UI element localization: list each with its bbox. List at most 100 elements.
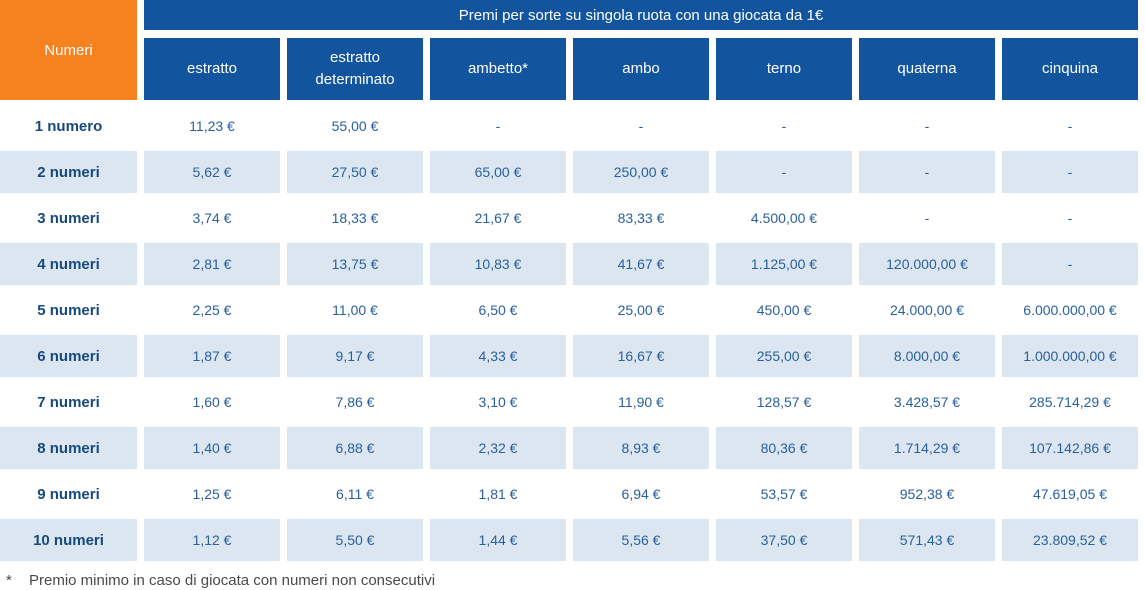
value-cell: -: [1067, 210, 1073, 226]
table-row: 8 numeri 1,40 €6,88 €2,32 €8,93 €80,36 €1…: [0, 425, 1145, 471]
table-title-banner: Premi per sorte su singola ruota con una…: [144, 0, 1138, 30]
value-cell: 6,50 €: [478, 302, 518, 318]
row-label: 9 numeri: [37, 485, 100, 503]
value-cell: 83,33 €: [617, 210, 665, 226]
value-cell: -: [1002, 151, 1138, 193]
value-cell: -: [924, 118, 930, 134]
value-cell: 2,25 €: [192, 302, 232, 318]
value-cell: 6.000.000,00 €: [1023, 302, 1117, 318]
value-cell: 21,67 €: [474, 210, 522, 226]
footnote: * Premio minimo in caso di giocata con n…: [0, 563, 1145, 589]
column-header: ambo: [573, 38, 709, 100]
value-cell: 1,81 €: [478, 486, 518, 502]
value-cell: 571,43 €: [859, 519, 995, 561]
row-label: 5 numeri: [37, 301, 100, 319]
row-label: 3 numeri: [37, 209, 100, 227]
value-cell: 53,57 €: [760, 486, 808, 502]
value-cell: 65,00 €: [430, 151, 566, 193]
table-header: Numeri Premi per sorte su singola ruota …: [0, 0, 1145, 100]
value-cell: 8,93 €: [573, 427, 709, 469]
value-cell: 450,00 €: [756, 302, 812, 318]
value-cell: 6,94 €: [621, 486, 661, 502]
column-header: quaterna: [859, 38, 995, 100]
value-cell: 55,00 €: [331, 118, 379, 134]
value-cell: 27,50 €: [287, 151, 423, 193]
footnote-marker: *: [6, 572, 12, 589]
table-row: 4 numeri 2,81 €13,75 €10,83 €41,67 €1.125…: [0, 241, 1145, 287]
value-cell: 3,74 €: [192, 210, 232, 226]
table-row: 6 numeri 1,87 €9,17 €4,33 €16,67 €255,00 …: [0, 333, 1145, 379]
table-row: 9 numeri 1,25 € 6,11 € 1,81 € 6,94 € 53,57 € 9…: [0, 471, 1145, 517]
table-row: 1 numero 11,23 € 55,00 € - - - - -: [0, 103, 1145, 149]
value-cell: 1,40 €: [144, 427, 280, 469]
value-cell: 250,00 €: [573, 151, 709, 193]
value-cell: -: [924, 210, 930, 226]
row-label: 6 numeri: [0, 335, 137, 377]
value-cell: 285.714,29 €: [1029, 394, 1111, 410]
value-cell: 10,83 €: [430, 243, 566, 285]
value-cell: 4.500,00 €: [750, 210, 818, 226]
value-cell: 120.000,00 €: [859, 243, 995, 285]
table-row: 7 numeri 1,60 € 7,86 € 3,10 € 11,90 € 128,57 …: [0, 379, 1145, 425]
row-label: 4 numeri: [0, 243, 137, 285]
value-cell: 255,00 €: [716, 335, 852, 377]
value-cell: 6,11 €: [336, 486, 374, 502]
value-cell: 1.000.000,00 €: [1002, 335, 1138, 377]
value-cell: 23.809,52 €: [1002, 519, 1138, 561]
value-cell: 11,90 €: [618, 394, 664, 410]
value-cell: -: [1067, 118, 1073, 134]
value-cell: 25,00 €: [617, 302, 665, 318]
value-cell: 80,36 €: [716, 427, 852, 469]
value-cell: 1,12 €: [144, 519, 280, 561]
value-cell: 107.142,86 €: [1002, 427, 1138, 469]
column-header: terno: [716, 38, 852, 100]
value-cell: 18,33 €: [331, 210, 379, 226]
value-cell: -: [495, 118, 501, 134]
row-label: 2 numeri: [0, 151, 137, 193]
value-cell: 13,75 €: [287, 243, 423, 285]
value-cell: -: [716, 151, 852, 193]
row-label: 8 numeri: [0, 427, 137, 469]
value-cell: -: [859, 151, 995, 193]
value-cell: -: [781, 118, 787, 134]
value-cell: 41,67 €: [573, 243, 709, 285]
value-cell: 37,50 €: [716, 519, 852, 561]
row-label: 7 numeri: [37, 393, 100, 411]
value-cell: -: [638, 118, 644, 134]
value-cell: 3.428,57 €: [893, 394, 961, 410]
table-row: 10 numeri 1,12 €5,50 €1,44 €5,56 €37,50 €…: [0, 517, 1145, 563]
value-cell: 1,60 €: [192, 394, 232, 410]
value-cell: 8.000,00 €: [859, 335, 995, 377]
row-label: 1 numero: [34, 117, 103, 135]
column-header: cinquina: [1002, 38, 1138, 100]
value-cell: 2,81 €: [144, 243, 280, 285]
value-cell: 1,87 €: [144, 335, 280, 377]
value-cell: 16,67 €: [573, 335, 709, 377]
column-header: ambetto*: [430, 38, 566, 100]
value-cell: 11,23 €: [189, 118, 235, 134]
value-cell: 47.619,05 €: [1033, 486, 1107, 502]
column-header: estratto determinato: [287, 38, 423, 100]
value-cell: 11,00 €: [332, 302, 378, 318]
value-cell: 1,25 €: [192, 486, 232, 502]
value-cell: 4,33 €: [430, 335, 566, 377]
table-row: 5 numeri 2,25 € 11,00 € 6,50 € 25,00 € 450,00…: [0, 287, 1145, 333]
table-row: 3 numeri 3,74 € 18,33 € 21,67 € 83,33 € 4.500…: [0, 195, 1145, 241]
value-cell: 2,32 €: [430, 427, 566, 469]
value-cell: 1.125,00 €: [716, 243, 852, 285]
value-cell: 128,57 €: [756, 394, 812, 410]
row-label: 10 numeri: [0, 519, 137, 561]
value-cell: 5,50 €: [287, 519, 423, 561]
value-cell: 1.714,29 €: [859, 427, 995, 469]
table-body: 1 numero 11,23 €55,00 € - - - - -2 numeri 5,62 …: [0, 103, 1145, 563]
value-cell: 6,88 €: [287, 427, 423, 469]
value-cell: 3,10 €: [478, 394, 518, 410]
value-cell: 9,17 €: [287, 335, 423, 377]
value-cell: 24.000,00 €: [890, 302, 964, 318]
value-cell: 952,38 €: [899, 486, 955, 502]
table-row: 2 numeri 5,62 €27,50 €65,00 €250,00 € - - -: [0, 149, 1145, 195]
value-cell: -: [1002, 243, 1138, 285]
footnote-text: Premio minimo in caso di giocata con num…: [29, 572, 436, 589]
column-header: estratto: [144, 38, 280, 100]
